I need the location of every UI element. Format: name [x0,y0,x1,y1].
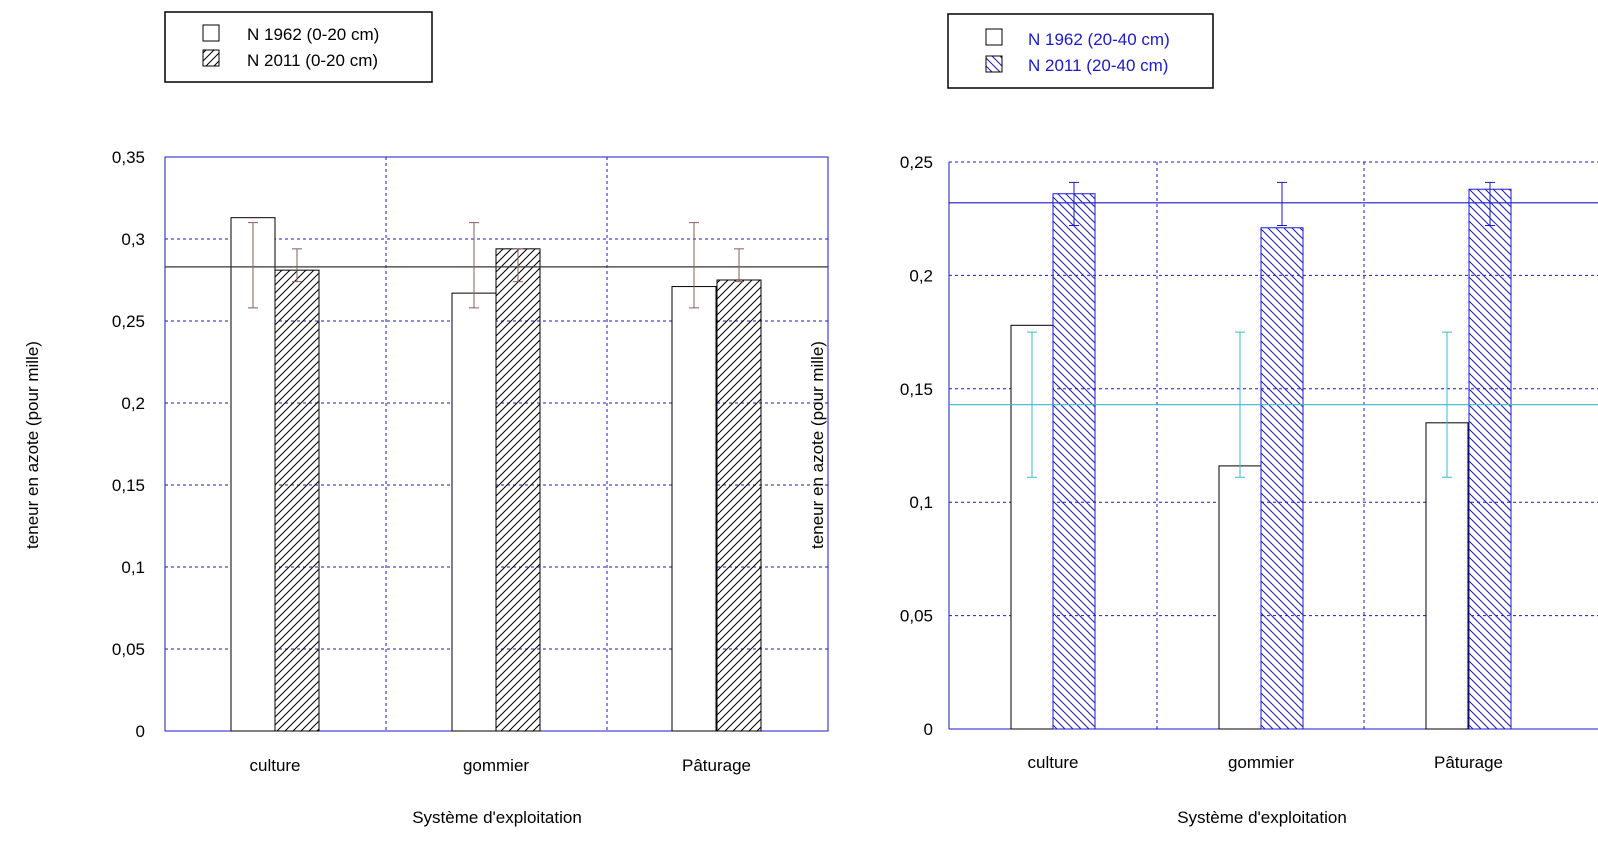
right-y-axis-label: teneur en azote (pour mille) [808,341,827,549]
legend-swatch-n1962-deep [985,28,1003,46]
right-chart: N 1962 (20-40 cm) N 2011 (20-40 cm) 0 0,0… [808,13,1598,827]
left-y-tick-label: 0,05 [112,640,145,659]
right-y-tick-label: 0 [924,720,933,739]
left-y-axis-label: teneur en azote (pour mille) [23,341,42,549]
left-y-tick-label: 0 [136,722,145,741]
right-y-tick-label: 0,1 [909,493,933,512]
legend-right: N 1962 (20-40 cm) N 2011 (20-40 cm) [947,13,1214,89]
right-x-tick-label: gommier [1228,753,1294,772]
left-x-axis-label: Système d'exploitation [412,808,582,827]
left-bar-n1962-gommier [451,292,497,732]
left-chart: N 1962 (0-20 cm) N 2011 (0-20 cm) 00,050… [23,11,829,827]
right-plot-area: 0 0,05 0,1 0,15 0,2 0,25 culture gommier Pâturag… [900,153,1598,772]
legend-label-n1962: N 1962 (0-20 cm) [247,25,379,44]
right-x-tick-label: Pâturage [1434,753,1503,772]
right-bar-n1962-gommier [1218,465,1262,730]
legend-swatch-n1962 [202,24,220,42]
legend-swatch-n2011 [202,49,220,67]
right-y-tick-label: 0,2 [909,266,933,285]
left-bar-n1962-pâturage [671,286,717,732]
left-bar-n2011-pâturage [716,279,762,732]
legend-label-n2011-deep: N 2011 (20-40 cm) [1028,56,1168,75]
legend-left: N 1962 (0-20 cm) N 2011 (0-20 cm) [164,11,433,83]
left-x-tick-label: culture [249,756,300,775]
left-x-tick-label: gommier [463,756,529,775]
legend-left-frame [164,11,433,83]
legend-label-n1962-deep: N 1962 (20-40 cm) [1028,30,1170,49]
right-bar-n2011-gommier [1260,227,1304,730]
right-x-axis-label: Système d'exploitation [1177,808,1347,827]
right-bar-n2011-pâturage [1468,188,1512,730]
left-x-tick-label: Pâturage [682,756,751,775]
left-y-tick-label: 0,35 [112,148,145,167]
right-y-tick-label: 0,25 [900,153,933,172]
legend-right-frame [947,13,1214,89]
right-bar-n2011-culture [1052,193,1096,730]
left-bar-n2011-culture [274,269,320,732]
right-y-tick-label: 0,15 [900,380,933,399]
legend-swatch-n2011-deep [985,55,1003,73]
left-y-tick-label: 0,1 [121,558,145,577]
left-y-tick-label: 0,15 [112,476,145,495]
right-y-tick-label: 0,05 [900,607,933,626]
left-bar-n2011-gommier [495,248,541,732]
legend-label-n2011: N 2011 (0-20 cm) [247,51,378,70]
left-y-tick-label: 0,25 [112,312,145,331]
right-x-tick-label: culture [1027,753,1078,772]
left-y-tick-label: 0,3 [121,230,145,249]
left-y-tick-label: 0,2 [121,394,145,413]
left-plot-area: 0 0,05 0,1 0,15 0,2 0,25 0,3 0,35 culture gommier… [112,148,829,775]
